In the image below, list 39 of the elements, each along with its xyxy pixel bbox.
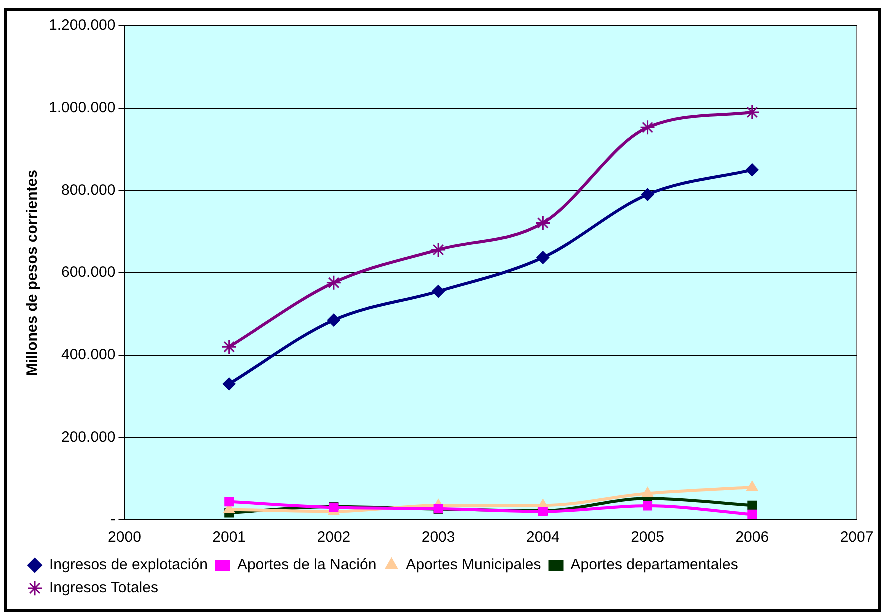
- point: [222, 378, 236, 391]
- point: [430, 242, 446, 258]
- y-tick-label: 1.000.000: [48, 99, 116, 116]
- y-tick-label: -: [110, 511, 116, 528]
- x-tick-label: 2004: [526, 529, 560, 546]
- point: [748, 500, 758, 510]
- point: [643, 501, 653, 511]
- x-tick-label: 2005: [631, 529, 664, 546]
- legend-label: Aportes Municipales: [406, 556, 542, 574]
- point: [432, 285, 446, 298]
- y-tick-label: 600.000: [61, 264, 116, 282]
- y-tick-label: 1.200.000: [48, 17, 116, 34]
- legend-label: Aportes de la Nación: [237, 556, 377, 574]
- y-tick-label: 200.000: [61, 428, 116, 446]
- point: [326, 275, 342, 291]
- x-tick-label: 2007: [840, 529, 874, 546]
- point: [222, 339, 238, 355]
- point: [535, 215, 551, 231]
- point: [744, 104, 760, 120]
- y-tick-label: 400.000: [61, 346, 116, 364]
- x-tick-label: 2000: [108, 529, 142, 546]
- point: [746, 480, 758, 491]
- point: [536, 251, 550, 264]
- point: [746, 164, 759, 177]
- legend-label: Ingresos de explotación: [50, 556, 208, 574]
- x-tick-label: 2001: [212, 529, 246, 546]
- legend-label: Aportes departamentales: [570, 556, 738, 574]
- legend-label: Ingresos Totales: [50, 580, 158, 597]
- point: [641, 188, 654, 202]
- y-axis-title: Millones de pesos corrientes: [24, 170, 42, 376]
- point: [642, 487, 654, 498]
- point: [224, 497, 234, 507]
- y-tick-label: 800.000: [61, 182, 116, 199]
- point: [748, 510, 758, 520]
- x-tick-label: 2006: [736, 529, 770, 546]
- x-tick-label: 2002: [317, 529, 351, 546]
- point: [640, 120, 656, 136]
- point: [327, 314, 340, 327]
- x-tick-label: 2003: [422, 529, 456, 546]
